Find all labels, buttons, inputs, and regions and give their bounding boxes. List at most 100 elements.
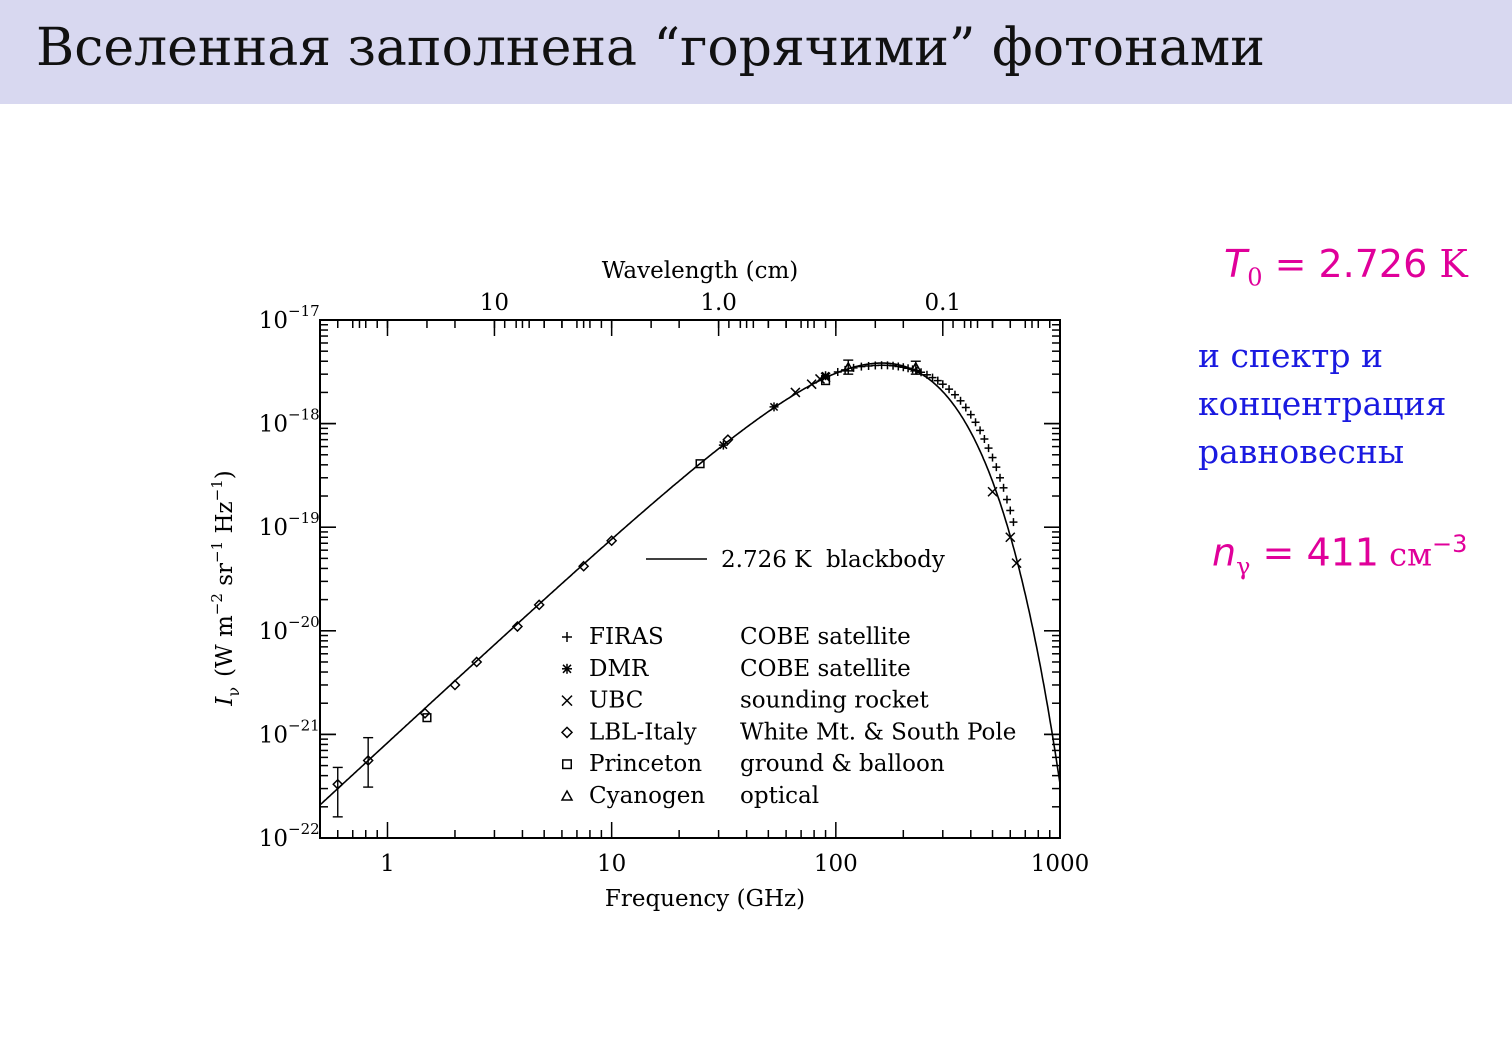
y-axis-units: (W m — [212, 615, 238, 677]
legend-model-label: 2.726 K blackbody — [721, 547, 945, 573]
data-point-firas — [971, 418, 980, 427]
data-point-firas — [984, 444, 993, 453]
data-point-firas — [956, 396, 965, 405]
data-point-dmr — [769, 402, 779, 412]
data-point-lbl-italy — [578, 560, 590, 572]
wavelength-tick-label: 10 — [480, 290, 509, 316]
data-point-firas — [864, 361, 873, 370]
data-point-firas — [976, 426, 985, 435]
density-unit: см — [1378, 535, 1432, 574]
temperature-value: 2.726 — [1318, 242, 1428, 286]
data-point-firas — [996, 473, 1005, 482]
data-point-ubc — [1005, 532, 1016, 543]
legend-experiment: FIRAS — [589, 624, 664, 650]
y-tick-exponent: −18 — [288, 406, 320, 424]
y-tick-label: 10 — [259, 722, 288, 748]
temperature-subscript: 0 — [1247, 263, 1263, 292]
legend-description: ground & balloon — [740, 751, 945, 777]
temperature-symbol: T — [1224, 242, 1248, 286]
legend-description: COBE satellite — [740, 624, 911, 650]
description-line: и спектр и — [1198, 336, 1383, 375]
data-point-lbl-italy — [511, 620, 524, 633]
data-point-firas — [904, 364, 913, 373]
data-point-lbl-italy — [332, 778, 344, 790]
wavelength-tick-label: 0.1 — [924, 290, 961, 316]
legend-marker — [562, 663, 572, 674]
y-tick-exponent: −21 — [288, 716, 320, 734]
data-point-princeton — [695, 459, 705, 469]
blackbody-curve — [319, 362, 1061, 806]
density-equals: = — [1250, 530, 1307, 575]
data-point-firas — [1009, 518, 1018, 527]
y-tick-exponent: −22 — [288, 820, 320, 838]
y-tick-label: 10 — [259, 412, 288, 438]
data-point-firas — [945, 385, 954, 394]
data-point-firas — [857, 362, 866, 371]
y-tick-label: 10 — [259, 515, 288, 541]
y-tick-label: 10 — [259, 619, 288, 645]
data-point-firas — [917, 368, 926, 377]
data-point-ubc — [987, 486, 998, 497]
data-point-firas — [899, 363, 908, 372]
data-point-lbl-italy — [419, 707, 431, 719]
legend-description: White Mt. & South Pole — [740, 719, 1016, 745]
data-point-firas — [966, 410, 975, 419]
y-tick-label: 10 — [259, 826, 288, 852]
photon-density-equation: nγ = 411 см−3 — [1212, 530, 1467, 580]
x-axis-label: Frequency (GHz) — [605, 886, 805, 912]
title-bar: Вселенная заполнена “горячими” фотонами — [0, 0, 1512, 104]
legend-experiment: DMR — [589, 656, 649, 682]
data-point-firas — [980, 435, 989, 444]
legend-description: COBE satellite — [740, 656, 911, 682]
data-point-firas — [988, 453, 997, 462]
density-exponent: −3 — [1431, 530, 1468, 558]
data-point-ubc — [806, 379, 817, 390]
data-point-lbl-italy — [606, 535, 618, 547]
data-point-firas — [961, 403, 970, 412]
data-point-cyanogen — [842, 361, 855, 372]
x-tick-label: 100 — [814, 851, 858, 877]
plot-frame — [319, 319, 1061, 839]
legend-description: sounding rocket — [740, 688, 929, 714]
legend-experiment: Princeton — [589, 751, 702, 777]
y-axis-label: Iν(W m−2 sr−1 Hz−1) — [208, 470, 243, 707]
data-point-firas — [933, 376, 942, 385]
data-point-ubc — [790, 387, 801, 398]
data-point-firas — [841, 365, 850, 374]
slide-title: Вселенная заполнена “горячими” фотонами — [36, 18, 1265, 78]
data-point-firas — [1002, 495, 1011, 504]
density-subscript: γ — [1236, 552, 1251, 581]
data-point-firas — [992, 463, 1001, 472]
legend-marker — [562, 632, 572, 642]
legend-experiment: Cyanogen — [589, 783, 705, 809]
data-point-ubc — [1011, 558, 1022, 569]
legend-experiment: LBL-Italy — [589, 719, 697, 745]
x-tick-label: 1000 — [1031, 851, 1090, 877]
y-tick-label: 10 — [259, 308, 288, 334]
density-symbol: n — [1212, 530, 1237, 575]
data-point-dmr — [718, 440, 728, 450]
data-point-ubc — [814, 373, 826, 384]
legend-experiment: UBC — [589, 688, 643, 714]
y-tick-exponent: −19 — [288, 509, 320, 527]
temperature-equation: T0 = 2.726 K — [1224, 242, 1468, 292]
data-point-lbl-italy — [471, 656, 483, 668]
data-point-ubc — [820, 372, 831, 383]
data-point-firas — [950, 390, 959, 399]
data-point-firas — [912, 366, 921, 375]
data-point-lbl-italy — [449, 679, 461, 691]
data-point-lbl-italy — [722, 434, 734, 446]
equilibrium-description: и спектр и концентрация равновесны — [1198, 332, 1446, 476]
legend-marker — [560, 789, 574, 801]
x-tick-label: 1 — [380, 851, 395, 877]
description-line: равновесны — [1198, 432, 1405, 471]
data-point-firas — [928, 373, 937, 382]
legend-description: optical — [740, 783, 819, 809]
y-tick-exponent: −20 — [288, 613, 320, 631]
data-point-firas — [1006, 506, 1015, 515]
top-axis-label: Wavelength (cm) — [602, 258, 798, 284]
y-axis-subscript: ν — [224, 687, 243, 697]
data-point-princeton — [422, 713, 432, 723]
legend-marker — [562, 759, 572, 770]
